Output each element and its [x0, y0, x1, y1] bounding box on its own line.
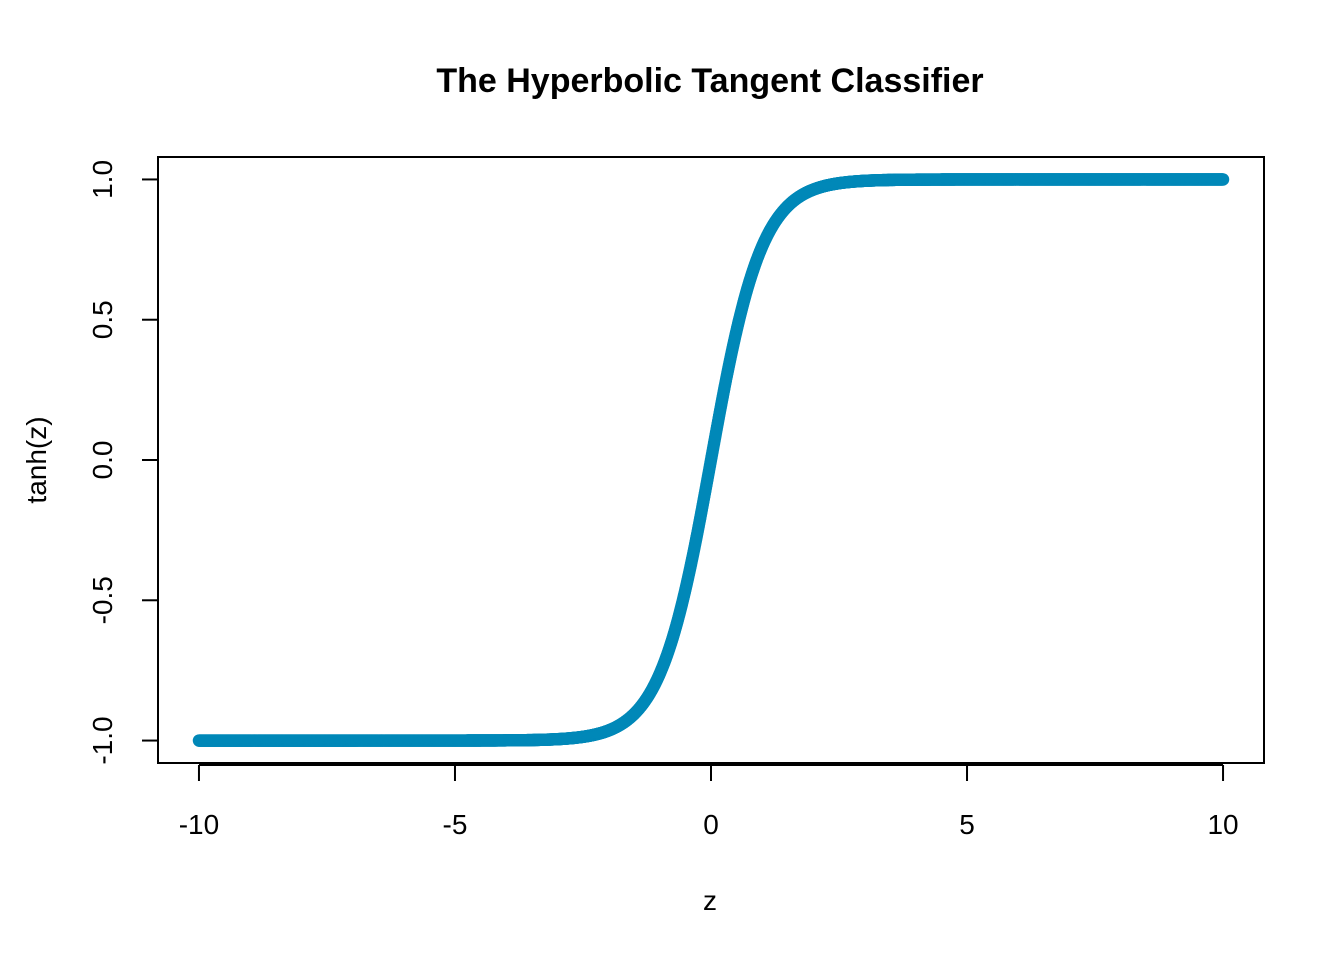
y-tick-label: 0.5 [87, 300, 118, 339]
y-tick-label: 1.0 [87, 160, 118, 199]
x-tick-label: -5 [443, 809, 468, 840]
x-tick-label: -10 [179, 809, 219, 840]
y-axis-label: tanh(z) [21, 416, 52, 503]
y-tick-label: -1.0 [87, 716, 118, 764]
y-tick-label: 0.0 [87, 441, 118, 480]
y-tick-label: -0.5 [87, 576, 118, 624]
x-axis: -10 -5 0 5 10 [179, 764, 1239, 840]
y-axis: -1.0 -0.5 0.0 0.5 1.0 [87, 160, 159, 765]
x-tick-label: 5 [959, 809, 975, 840]
x-axis-label: z [703, 885, 717, 916]
x-tick-label: 0 [703, 809, 719, 840]
data-point [1216, 173, 1230, 186]
data-points [192, 173, 1230, 747]
x-tick-label: 10 [1207, 809, 1238, 840]
chart-title: The Hyperbolic Tangent Classifier [436, 62, 983, 100]
